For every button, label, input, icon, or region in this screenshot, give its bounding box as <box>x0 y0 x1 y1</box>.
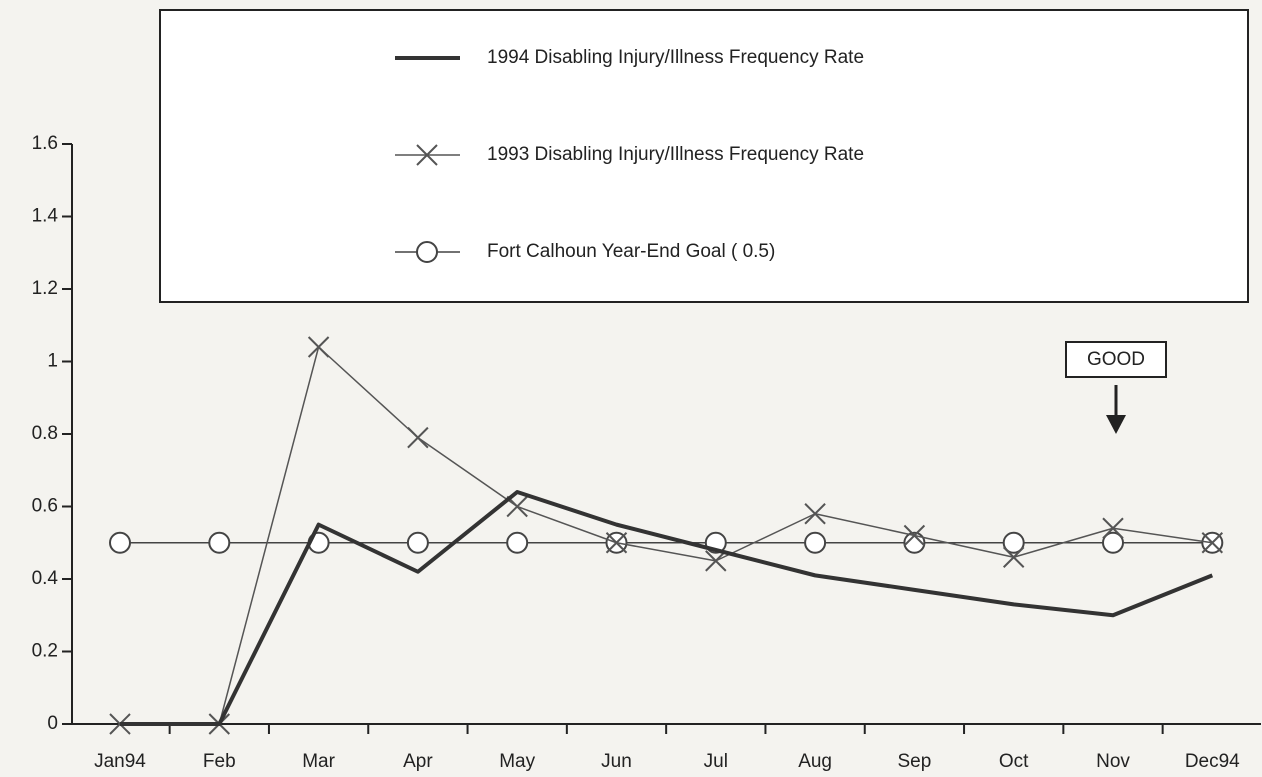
data-point <box>307 336 330 358</box>
x-tick-label: Jan94 <box>94 751 146 772</box>
legend-marker <box>416 241 438 263</box>
x-tick-label: Nov <box>1096 751 1130 772</box>
series-line <box>120 346 1213 725</box>
data-point <box>1002 546 1025 568</box>
annotation-box <box>1065 341 1167 378</box>
data-point <box>903 524 926 547</box>
y-tick-label: 0.6 <box>32 496 58 517</box>
data-point <box>208 531 231 554</box>
data-point <box>804 531 827 554</box>
annotation: GOOD <box>1087 349 1145 370</box>
data-point <box>705 550 727 572</box>
x-tick-label: Aug <box>798 751 832 772</box>
legend-marker <box>416 144 438 166</box>
y-tick-label: 0 <box>47 713 58 734</box>
series-line <box>120 490 1214 726</box>
data-point <box>1002 531 1025 554</box>
x-tick-label: Dec94 <box>1185 751 1240 772</box>
data-point <box>407 426 429 449</box>
x-tick-label: Apr <box>403 751 433 772</box>
data-point <box>109 531 131 554</box>
data-point <box>1102 517 1124 539</box>
y-tick-label: 1.2 <box>32 278 58 299</box>
x-tick-label: Feb <box>203 751 236 772</box>
x-tick-label: May <box>499 751 535 772</box>
data-point <box>1102 531 1124 554</box>
legend-label: Fort Calhoun Year-End Goal ( 0.5) <box>487 241 775 262</box>
y-tick-label: 0.4 <box>32 568 59 589</box>
legend-label: 1993 Disabling Injury/Illness Frequency … <box>487 144 864 165</box>
y-tick-label: 0.8 <box>32 423 58 444</box>
annotation-arrowhead <box>1106 415 1126 434</box>
data-point <box>605 532 628 554</box>
x-tick-label: Jul <box>704 751 728 772</box>
legend-label: 1994 Disabling Injury/Illness Frequency … <box>487 47 864 68</box>
y-tick-label: 1 <box>47 351 58 372</box>
y-tick-label: 1.6 <box>32 133 58 154</box>
x-tick-label: Sep <box>897 751 931 772</box>
y-tick-label: 0.2 <box>32 641 58 662</box>
x-tick-label: Oct <box>999 751 1029 772</box>
x-tick-label: Jun <box>601 751 632 772</box>
legend-box <box>159 9 1249 303</box>
x-tick-label: Mar <box>302 751 335 772</box>
data-point <box>406 531 429 554</box>
y-tick-label: 1.4 <box>32 206 59 227</box>
data-point <box>1201 532 1224 554</box>
data-point <box>506 531 529 554</box>
data-point <box>903 531 926 554</box>
data-point <box>804 503 826 525</box>
